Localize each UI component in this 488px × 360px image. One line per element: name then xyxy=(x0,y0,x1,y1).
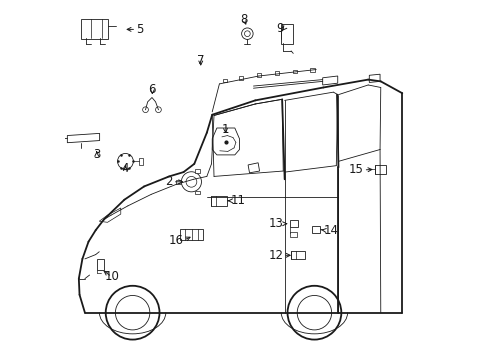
Text: 15: 15 xyxy=(348,163,363,176)
Text: 2: 2 xyxy=(165,175,172,188)
Polygon shape xyxy=(368,74,379,82)
Bar xyxy=(97,259,103,270)
Bar xyxy=(195,169,200,173)
Bar xyxy=(289,232,296,237)
Bar xyxy=(222,78,226,82)
Bar xyxy=(281,24,292,44)
Text: 6: 6 xyxy=(148,83,156,96)
Text: 14: 14 xyxy=(324,224,338,237)
Text: 4: 4 xyxy=(122,162,129,175)
Text: 10: 10 xyxy=(104,270,119,283)
Bar xyxy=(292,70,296,73)
Text: 9: 9 xyxy=(276,22,284,35)
Text: 13: 13 xyxy=(268,217,283,230)
Bar xyxy=(256,73,261,77)
Bar xyxy=(180,229,202,240)
Text: 16: 16 xyxy=(168,234,183,247)
Bar xyxy=(238,76,243,80)
Polygon shape xyxy=(212,128,239,155)
Bar xyxy=(310,68,314,72)
Bar xyxy=(274,71,278,75)
Text: 1: 1 xyxy=(221,122,229,136)
Bar xyxy=(59,136,62,140)
Bar xyxy=(81,19,108,39)
Bar xyxy=(291,251,305,258)
Polygon shape xyxy=(322,76,337,85)
Text: 12: 12 xyxy=(268,249,283,262)
Bar xyxy=(289,220,298,227)
Text: 8: 8 xyxy=(240,13,247,26)
Text: 5: 5 xyxy=(136,23,143,36)
Polygon shape xyxy=(247,163,259,173)
Bar xyxy=(176,180,181,184)
Text: 3: 3 xyxy=(93,148,100,161)
Text: 11: 11 xyxy=(230,194,245,207)
Polygon shape xyxy=(99,208,121,222)
Bar xyxy=(195,191,200,194)
Bar xyxy=(139,158,142,165)
Polygon shape xyxy=(67,134,100,143)
Bar xyxy=(375,165,386,174)
Bar xyxy=(210,196,226,206)
Bar xyxy=(312,226,320,233)
Text: 7: 7 xyxy=(197,54,204,67)
